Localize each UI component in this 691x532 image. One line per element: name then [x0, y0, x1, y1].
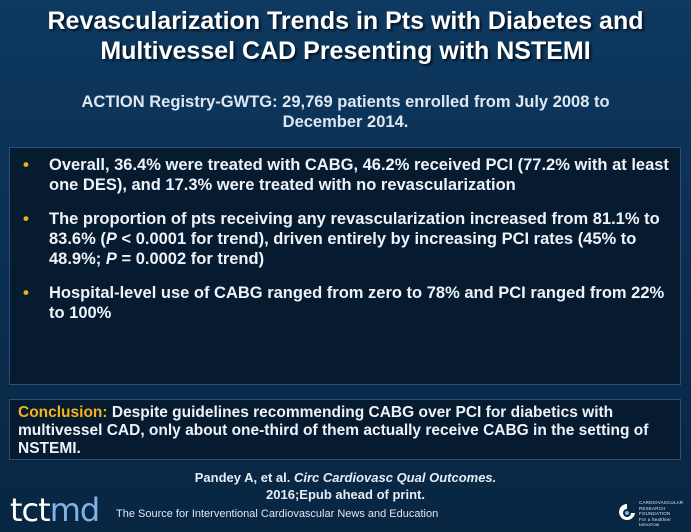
bullet-icon: • [23, 283, 29, 302]
bullet-item: • Hospital-level use of CABG ranged from… [23, 283, 670, 323]
bullet-item: • Overall, 36.4% were treated with CABG,… [23, 155, 670, 195]
findings-box: • Overall, 36.4% were treated with CABG,… [9, 147, 681, 385]
conclusion-text: Despite guidelines recommending CABG ove… [18, 404, 649, 457]
bullet-icon: • [23, 209, 29, 228]
logo-md: md [49, 491, 100, 529]
title-line-2: Multivessel CAD Presenting with NSTEMI [100, 37, 591, 65]
slide-title: Revascularization Trends in Pts with Dia… [0, 6, 691, 66]
footer-tagline: The Source for Interventional Cardiovasc… [116, 508, 439, 520]
bullet-text-mid: < 0.0001 for trend), driven entirely by … [49, 230, 637, 268]
citation-line-1: Pandey A, et al. Circ Cardiovasc Qual Ou… [120, 469, 571, 486]
tctmd-logo: tctmd [10, 490, 100, 530]
bullet-text-post: = 0.0002 for trend) [116, 250, 265, 268]
bullet-text: Overall, 36.4% were treated with CABG, 4… [49, 156, 669, 194]
p-value-italic: P [105, 250, 117, 268]
p-value-italic: P [105, 230, 117, 248]
crf-line: CARDIOVASCULAR [639, 500, 684, 505]
citation-journal: Circ Cardiovasc Qual Outcomes. [293, 470, 497, 485]
subtitle-line-1: ACTION Registry-GWTG: 29,769 patients en… [81, 93, 610, 111]
bullet-text-pre: The proportion of pts receiving any reva… [49, 210, 660, 248]
crf-line: For a healthier tomorrow [639, 516, 672, 528]
crf-logo: CARDIOVASCULAR RESEARCH FOUNDATION For a… [617, 500, 687, 528]
crf-text: CARDIOVASCULAR RESEARCH FOUNDATION For a… [639, 500, 687, 528]
citation: Pandey A, et al. Circ Cardiovasc Qual Ou… [120, 469, 571, 503]
findings-list: • Overall, 36.4% were treated with CABG,… [10, 148, 680, 323]
slide-subtitle: ACTION Registry-GWTG: 29,769 patients en… [20, 92, 671, 132]
title-line-1: Revascularization Trends in Pts with Dia… [47, 7, 644, 35]
crf-line: FOUNDATION [639, 511, 671, 516]
conclusion-label: Conclusion: [18, 404, 108, 421]
bullet-item: • The proportion of pts receiving any re… [23, 209, 670, 269]
logo-tct: tct [10, 491, 51, 529]
bullet-text: Hospital-level use of CABG ranged from z… [49, 284, 665, 322]
citation-author: Pandey A, et al. [194, 470, 294, 485]
conclusion-box: Conclusion: Despite guidelines recommend… [9, 399, 681, 460]
crf-line: RESEARCH [639, 505, 666, 511]
subtitle-line-2: December 2014. [282, 113, 409, 131]
footer: tctmd The Source for Interventional Card… [0, 490, 691, 532]
citation-line-2: 2016;Epub ahead of print. [266, 487, 425, 502]
bullet-icon: • [23, 155, 29, 174]
crf-swirl-icon [619, 504, 635, 520]
